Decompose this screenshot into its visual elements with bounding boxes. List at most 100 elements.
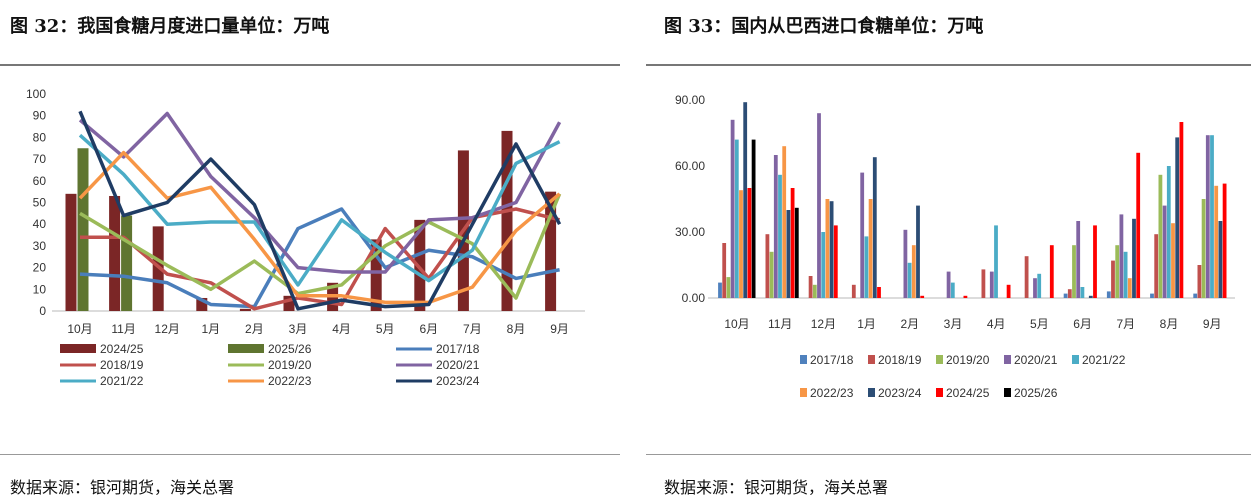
legend-label: 2021/22	[100, 374, 144, 388]
x-tick-label: 6月	[419, 322, 438, 336]
x-tick-label: 10月	[724, 317, 749, 331]
bar-2024-25	[833, 225, 838, 298]
bar-2024-25	[1006, 284, 1011, 298]
x-tick-label: 8月	[1160, 317, 1179, 331]
bar-2022-23	[1171, 223, 1175, 298]
x-tick-label: 7月	[1116, 317, 1135, 331]
bar-2019-20	[1158, 174, 1163, 298]
legend-swatch	[868, 388, 875, 397]
legend-label: 2017/18	[810, 353, 854, 367]
legend-label: 2019/20	[946, 353, 990, 367]
right-top-rule	[646, 64, 1251, 66]
bar-2019-20	[1201, 199, 1206, 298]
bar-2023-24	[1175, 137, 1180, 298]
x-tick-label: 12月	[811, 317, 836, 331]
bar-2024-25	[1049, 245, 1054, 298]
bar-2021-22	[1037, 273, 1042, 298]
bar-2024-25	[501, 130, 513, 311]
bar-2023-24	[916, 205, 920, 298]
bar-2017-18	[1150, 293, 1154, 298]
x-tick-label: 2月	[245, 322, 264, 336]
x-tick-label: 5月	[376, 322, 395, 336]
bar-2022-23	[825, 199, 830, 298]
x-tick-label: 11月	[768, 317, 792, 331]
x-tick-label: 5月	[1030, 317, 1049, 331]
line-2021-22	[78, 133, 561, 287]
bar-2023-24	[743, 102, 748, 298]
bar-2022-23	[868, 199, 873, 298]
bar-2022-23	[782, 146, 787, 298]
bar-2018-19	[851, 284, 856, 298]
bar-2018-19	[1154, 234, 1159, 298]
bar-2025-26	[794, 207, 799, 298]
bar-2023-24	[872, 157, 877, 298]
y-tick-label: 20	[33, 261, 47, 275]
bar-2018-19	[1197, 265, 1202, 298]
bar-2024-25	[65, 193, 77, 311]
bar-2021-22	[821, 232, 826, 298]
bar-2019-20	[769, 251, 774, 298]
x-tick-label: 3月	[289, 322, 308, 336]
bar-2017-18	[1193, 293, 1198, 298]
bar-2017-18	[1106, 291, 1111, 298]
bar-2020-21	[1119, 214, 1124, 298]
bar-2024-25	[747, 188, 752, 298]
bar-2020-21	[773, 155, 778, 298]
legend-label: 2022/23	[810, 386, 854, 400]
legend-swatch	[800, 355, 807, 364]
line-2017-18	[79, 207, 560, 309]
bar-2022-23	[739, 190, 743, 298]
bar-2023-24	[1088, 295, 1093, 298]
bar-2024-25	[1179, 122, 1184, 298]
y-tick-label: 70	[33, 152, 47, 166]
legend-swatch	[936, 355, 943, 364]
x-tick-label: 9月	[550, 322, 569, 336]
bar-2019-20	[726, 277, 731, 298]
left-top-rule	[0, 64, 620, 66]
line-2022-23	[78, 150, 561, 305]
y-tick-label: 90.00	[675, 93, 705, 107]
bar-2021-22	[1210, 135, 1214, 298]
legend-swatch	[1004, 388, 1011, 397]
bar-2018-19	[1067, 289, 1072, 298]
bar-2024-25	[877, 287, 881, 298]
bar-2021-22	[1123, 251, 1128, 298]
x-tick-label: 11月	[111, 322, 135, 336]
y-tick-label: 100	[26, 87, 46, 101]
bar-2022-23	[1214, 185, 1219, 298]
bar-2024-25	[239, 308, 251, 311]
legend-label: 2020/21	[436, 358, 480, 372]
legend-label: 2020/21	[1014, 353, 1058, 367]
y-tick-label: 30.00	[675, 225, 705, 239]
bar-2021-22	[907, 262, 912, 298]
x-tick-label: 2月	[900, 317, 919, 331]
bar-2024-25	[1136, 152, 1141, 298]
bar-2021-22	[864, 236, 869, 298]
bar-2023-24	[1218, 221, 1223, 298]
legend-swatch	[1072, 355, 1079, 364]
legend-swatch	[868, 355, 875, 364]
legend-swatch	[60, 344, 96, 353]
x-tick-label: 6月	[1073, 317, 1092, 331]
bar-2018-19	[765, 234, 770, 298]
legend-swatch	[1004, 355, 1011, 364]
bar-2019-20	[812, 284, 817, 298]
y-tick-label: 90	[33, 109, 47, 123]
bar-2021-22	[1080, 287, 1085, 298]
line-2023-24	[78, 110, 562, 311]
bar-2020-21	[903, 229, 908, 298]
x-tick-label: 1月	[857, 317, 876, 331]
line-2019-20	[79, 193, 562, 300]
legend-label: 2023/24	[436, 374, 480, 388]
x-tick-label: 7月	[463, 322, 482, 336]
left-source: 数据来源：银河期货，海关总署	[10, 478, 235, 497]
x-tick-label: 8月	[507, 322, 526, 336]
x-tick-label: 10月	[67, 322, 92, 336]
right-bottom-rule	[646, 454, 1251, 455]
legend-label: 2018/19	[100, 358, 144, 372]
legend-label: 2018/19	[878, 353, 922, 367]
bar-2020-21	[946, 271, 951, 298]
legend-swatch	[800, 388, 807, 397]
